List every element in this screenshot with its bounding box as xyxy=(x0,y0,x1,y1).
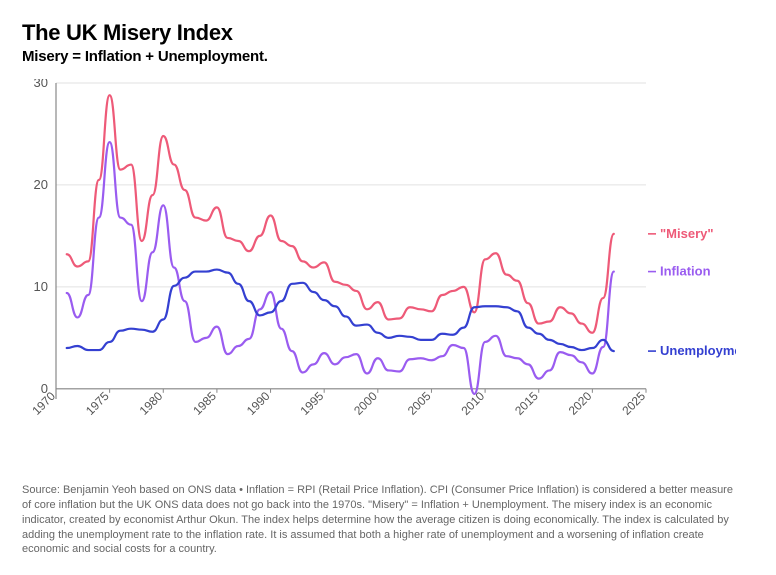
series-label-unemployment: Unemployment xyxy=(660,343,736,358)
chart-subtitle: Misery = Inflation + Unemployment. xyxy=(22,48,754,65)
series-misery xyxy=(67,95,614,333)
x-tick-label: 1975 xyxy=(83,389,112,418)
series-inflation xyxy=(67,142,614,394)
chart-svg: 0102030197019751980198519901995200020052… xyxy=(26,79,736,439)
source-note: Source: Benjamin Yeoh based on ONS data … xyxy=(22,483,742,557)
y-tick-label: 20 xyxy=(34,177,48,192)
chart-title: The UK Misery Index xyxy=(22,20,754,46)
x-tick-label: 2015 xyxy=(512,389,541,418)
x-tick-label: 1995 xyxy=(298,389,327,418)
x-tick-label: 1980 xyxy=(137,389,166,418)
series-label-inflation: Inflation xyxy=(660,264,711,279)
x-tick-label: 2020 xyxy=(566,389,595,418)
y-tick-label: 10 xyxy=(34,279,48,294)
x-tick-label: 2005 xyxy=(405,389,434,418)
x-tick-label: 2000 xyxy=(351,389,380,418)
series-label-misery: "Misery" xyxy=(660,226,714,241)
x-tick-label: 2025 xyxy=(619,389,648,418)
x-tick-label: 1990 xyxy=(244,389,273,418)
x-tick-label: 1985 xyxy=(190,389,219,418)
y-tick-label: 30 xyxy=(34,79,48,90)
chart-plot: 0102030197019751980198519901995200020052… xyxy=(26,79,736,439)
x-tick-label: 1970 xyxy=(29,389,58,418)
